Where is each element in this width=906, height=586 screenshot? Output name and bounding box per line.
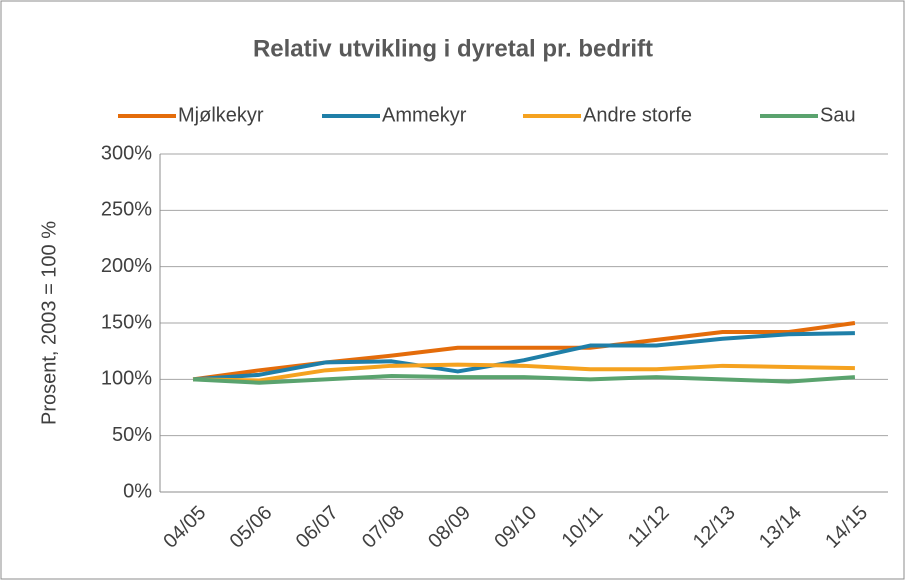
chart-title: Relativ utvikling i dyretal pr. bedrift [253,35,653,62]
y-tick-label: 200% [101,255,152,277]
y-tick-label: 0% [123,480,152,502]
legend-label: Mjølkekyr [178,104,264,126]
legend-label: Sau [820,104,856,126]
legend-label: Andre storfe [583,104,692,126]
y-tick-label: 50% [112,424,152,446]
y-tick-label: 100% [101,368,152,390]
y-tick-label: 300% [101,142,152,164]
series-line [192,373,856,385]
series-line [192,331,855,382]
y-tick-label: 250% [101,199,152,221]
series-line [193,362,855,383]
y-axis-label: Prosent, 2003 = 100 % [38,221,60,425]
y-tick-label: 150% [101,311,152,333]
legend-label: Ammekyr [382,104,467,126]
